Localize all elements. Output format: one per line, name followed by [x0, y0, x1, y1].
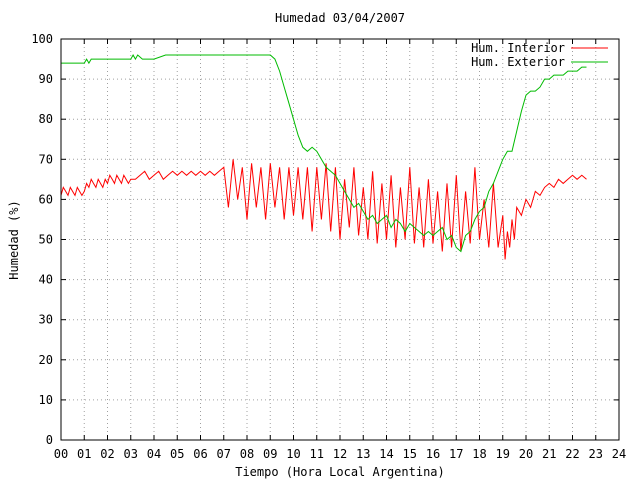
- x-tick-label: 12: [333, 447, 347, 461]
- y-axis-label: Humedad (%): [7, 200, 21, 279]
- x-tick-label: 02: [100, 447, 114, 461]
- x-tick-label: 09: [263, 447, 277, 461]
- x-tick-label: 21: [542, 447, 556, 461]
- y-tick-label: 0: [46, 433, 53, 447]
- x-tick-label: 19: [496, 447, 510, 461]
- x-axis-ticks: 00 01 02 03 04 05 06 07 08 09 10 11 12 13 14 15 16 17 18 19…: [54, 39, 626, 461]
- x-tick-label: 04: [147, 447, 161, 461]
- x-tick-label: 03: [124, 447, 138, 461]
- legend: Hum. Interior Hum. Exterior: [471, 41, 608, 69]
- plot-frame: [60, 38, 620, 441]
- y-tick-label: 70: [39, 152, 53, 166]
- legend-label-interior: Hum. Interior: [471, 41, 565, 55]
- x-tick-label: 20: [519, 447, 533, 461]
- x-tick-label: 06: [193, 447, 207, 461]
- y-tick-label: 100: [31, 32, 53, 46]
- chart-title: Humedad 03/04/2007: [275, 11, 405, 25]
- y-axis-ticks: 0 10 20 30 40 50 60 70 80 90 100: [31, 32, 619, 447]
- x-tick-label: 24: [612, 447, 626, 461]
- x-tick-label: 08: [240, 447, 254, 461]
- x-tick-label: 00: [54, 447, 68, 461]
- series-line-interior: [60, 159, 587, 260]
- series-line-exterior: [61, 53, 587, 253]
- series-lines: [60, 53, 587, 260]
- legend-label-exterior: Hum. Exterior: [471, 55, 565, 69]
- y-tick-label: 90: [39, 72, 53, 86]
- y-tick-label: 10: [39, 393, 53, 407]
- y-tick-label: 60: [39, 192, 53, 206]
- x-tick-label: 13: [356, 447, 370, 461]
- x-axis-label: Tiempo (Hora Local Argentina): [235, 465, 445, 479]
- y-tick-label: 40: [39, 273, 53, 287]
- x-tick-label: 11: [310, 447, 324, 461]
- x-tick-label: 15: [403, 447, 417, 461]
- y-tick-label: 20: [39, 353, 53, 367]
- x-tick-label: 17: [449, 447, 463, 461]
- x-tick-label: 14: [379, 447, 393, 461]
- x-tick-label: 10: [286, 447, 300, 461]
- x-tick-label: 05: [170, 447, 184, 461]
- x-tick-label: 18: [472, 447, 486, 461]
- y-tick-label: 80: [39, 112, 53, 126]
- y-tick-label: 50: [39, 233, 53, 247]
- x-tick-label: 22: [565, 447, 579, 461]
- x-tick-label: 23: [589, 447, 603, 461]
- x-tick-label: 01: [77, 447, 91, 461]
- x-tick-label: 07: [217, 447, 231, 461]
- x-tick-label: 16: [426, 447, 440, 461]
- y-tick-label: 30: [39, 313, 53, 327]
